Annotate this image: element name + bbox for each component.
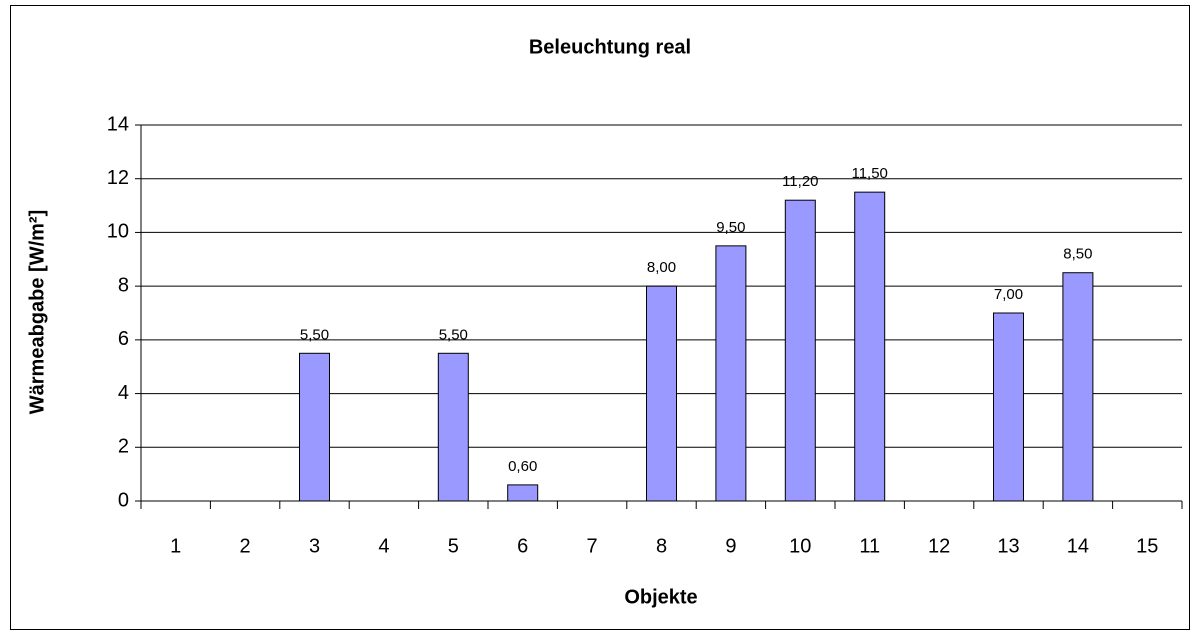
x-tick-label: 12 [928, 535, 950, 557]
y-tick-label: 4 [118, 382, 129, 404]
x-tick-label: 7 [587, 535, 598, 557]
bar [1062, 272, 1094, 502]
y-tick-label: 8 [118, 274, 129, 296]
bar [507, 484, 539, 502]
bar [854, 191, 886, 502]
x-tick-label: 14 [1067, 535, 1089, 557]
chart-title: Beleuchtung real [529, 36, 691, 58]
bar [646, 285, 677, 502]
x-tick-label: 10 [789, 535, 811, 557]
y-tick-label: 2 [118, 436, 129, 458]
x-tick-label: 11 [859, 535, 880, 557]
x-axis-label: Objekte [624, 586, 697, 608]
x-tick-label: 15 [1136, 535, 1158, 557]
bar [299, 352, 330, 502]
value-label: 8,00 [647, 259, 676, 276]
x-tick-label: 4 [378, 535, 389, 557]
bar [993, 312, 1024, 502]
value-label: 5,50 [300, 326, 329, 343]
y-tick-label: 14 [107, 113, 129, 135]
x-tick-label: 2 [240, 535, 251, 557]
value-label: 7,00 [994, 286, 1023, 303]
y-tick-label: 10 [107, 221, 129, 243]
bar [784, 199, 816, 502]
x-tick-label: 9 [725, 535, 736, 557]
value-label: 9,50 [716, 219, 745, 236]
value-label: 11,50 [851, 165, 887, 182]
y-tick-label: 0 [118, 489, 129, 511]
x-tick-label: 6 [517, 535, 528, 557]
x-tick-label: 1 [170, 535, 181, 557]
value-label: 0,60 [508, 458, 537, 475]
value-label: 8,50 [1063, 246, 1092, 263]
bar [437, 352, 469, 502]
y-axis-label: Wärmeabgabe [W/m²] [26, 210, 48, 414]
x-tick-label: 8 [656, 535, 667, 557]
x-tick-label: 3 [309, 535, 320, 557]
y-tick-label: 12 [107, 167, 129, 189]
value-label: 11,20 [782, 173, 818, 190]
y-tick-label: 6 [118, 328, 129, 350]
value-label: 5,50 [439, 326, 468, 343]
x-tick-label: 13 [997, 535, 1019, 557]
x-tick-label: 5 [448, 535, 459, 557]
bar [715, 245, 747, 502]
